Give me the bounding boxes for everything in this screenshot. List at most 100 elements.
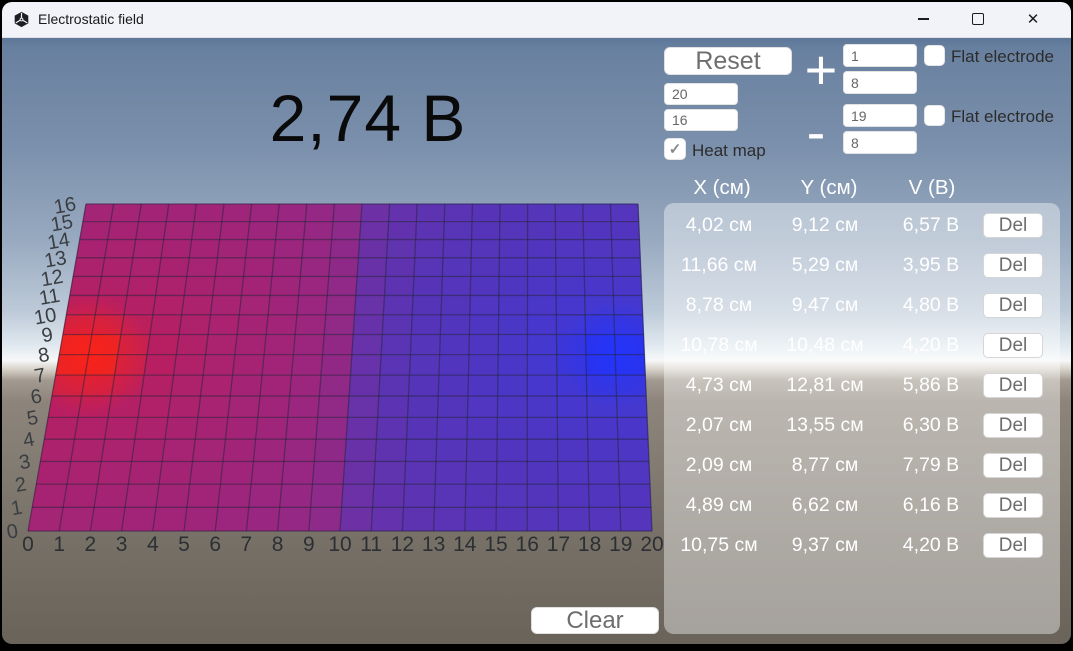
del-button[interactable]: Del — [983, 493, 1043, 518]
v-value: 6,16 В — [902, 494, 960, 516]
del-button[interactable]: Del — [983, 213, 1043, 238]
table-header-v: V (В) — [908, 176, 956, 199]
v-value: 6,30 В — [902, 414, 960, 436]
svg-text:15: 15 — [484, 533, 507, 556]
svg-text:4: 4 — [21, 428, 36, 452]
del-button[interactable]: Del — [983, 373, 1043, 398]
del-button[interactable]: Del — [983, 253, 1043, 278]
svg-text:7: 7 — [241, 533, 253, 556]
reset-button[interactable]: Reset — [664, 47, 792, 75]
y-value: 12,81 см — [786, 374, 864, 396]
svg-text:9: 9 — [40, 324, 55, 348]
table-row: 11,66 см 5,29 см 3,95 В Del — [664, 246, 1060, 286]
svg-text:17: 17 — [547, 533, 570, 556]
svg-text:14: 14 — [453, 533, 477, 556]
svg-text:2: 2 — [85, 533, 97, 556]
del-button[interactable]: Del — [983, 293, 1043, 318]
unity-app-icon — [14, 11, 29, 28]
v-value: 3,95 В — [902, 254, 960, 276]
maximize-button[interactable] — [955, 2, 1001, 36]
plus-electrode-sign: + — [804, 38, 838, 101]
svg-text:5: 5 — [178, 533, 190, 556]
svg-text:13: 13 — [422, 533, 445, 556]
svg-text:20: 20 — [640, 533, 663, 556]
minimize-icon — [917, 18, 929, 20]
grid-height-input[interactable] — [664, 109, 738, 131]
y-value: 13,55 см — [786, 414, 864, 436]
svg-text:9: 9 — [303, 533, 315, 556]
svg-text:11: 11 — [37, 285, 61, 310]
svg-text:14: 14 — [46, 229, 72, 255]
svg-text:10: 10 — [328, 533, 351, 556]
minus-electrode-sign: - — [806, 100, 826, 163]
minus-electrode-y-input[interactable] — [843, 131, 917, 154]
close-icon: ✕ — [1026, 10, 1040, 28]
minimize-button[interactable] — [900, 2, 946, 36]
x-value: 2,09 см — [685, 454, 753, 476]
del-button[interactable]: Del — [983, 413, 1043, 438]
svg-text:2: 2 — [13, 473, 28, 497]
v-value: 4,80 В — [902, 294, 960, 316]
svg-text:6: 6 — [209, 533, 221, 556]
y-value: 6,62 см — [791, 494, 859, 516]
flat-electrode-minus-label: Flat electrode — [951, 107, 1054, 126]
table-header-y: Y (см) — [800, 176, 858, 199]
x-value: 10,78 см — [680, 334, 758, 356]
del-button[interactable]: Del — [983, 453, 1043, 478]
svg-text:8: 8 — [36, 344, 51, 368]
svg-text:0: 0 — [5, 520, 20, 544]
clear-button[interactable]: Clear — [531, 607, 659, 634]
svg-text:0: 0 — [22, 533, 34, 556]
del-button[interactable]: Del — [983, 533, 1043, 558]
svg-text:6: 6 — [29, 385, 44, 409]
svg-text:10: 10 — [32, 304, 58, 330]
svg-text:7: 7 — [33, 364, 48, 388]
svg-text:12: 12 — [39, 266, 65, 292]
heatmap-checkbox[interactable]: ✓ — [664, 138, 686, 160]
svg-text:8: 8 — [272, 533, 284, 556]
svg-text:18: 18 — [578, 533, 601, 556]
y-value: 9,47 см — [791, 294, 859, 316]
svg-text:13: 13 — [43, 247, 69, 273]
y-value: 5,29 см — [791, 254, 859, 276]
y-value: 8,77 см — [791, 454, 859, 476]
y-value: 9,37 см — [791, 534, 859, 556]
table-row: 2,07 см 13,55 см 6,30 В Del — [664, 406, 1060, 446]
flat-electrode-minus-checkbox[interactable]: ✓ — [924, 105, 945, 126]
x-value: 2,07 см — [685, 414, 753, 436]
svg-text:15: 15 — [49, 211, 75, 237]
table-row: 4,89 см 6,62 см 6,16 В Del — [664, 486, 1060, 526]
checkmark-icon: ✓ — [668, 140, 682, 158]
svg-text:19: 19 — [609, 533, 632, 556]
grid-width-input[interactable] — [664, 83, 738, 105]
table-row: 10,78 см 10,48 см 4,20 В Del — [664, 326, 1060, 366]
del-button[interactable]: Del — [983, 333, 1043, 358]
grid-lines — [27, 203, 653, 532]
plus-electrode-x-input[interactable] — [843, 44, 917, 67]
window-title: Electrostatic field — [38, 11, 144, 27]
svg-text:3: 3 — [116, 533, 128, 556]
svg-text:1: 1 — [9, 497, 24, 521]
voltage-readout: 2,74 В — [269, 81, 467, 155]
title-bar: Electrostatic field ✕ — [2, 2, 1071, 38]
svg-text:16: 16 — [52, 193, 78, 219]
v-value: 7,79 В — [902, 454, 960, 476]
y-value: 9,12 см — [791, 214, 859, 236]
svg-text:12: 12 — [391, 533, 414, 556]
plus-electrode-y-input[interactable] — [843, 71, 917, 94]
x-value: 4,02 см — [685, 214, 753, 236]
table-row: 10,75 см 9,37 см 4,20 В Del — [664, 526, 1060, 566]
table-row: 4,02 см 9,12 см 6,57 В Del — [664, 206, 1060, 246]
x-value: 11,66 см — [681, 254, 757, 276]
flat-electrode-plus-checkbox[interactable]: ✓ — [924, 45, 945, 66]
flat-electrode-plus-label: Flat electrode — [951, 47, 1054, 66]
svg-text:1: 1 — [53, 533, 65, 556]
x-value: 10,75 см — [680, 534, 758, 556]
close-button[interactable]: ✕ — [1010, 2, 1056, 36]
x-value: 8,78 см — [685, 294, 753, 316]
minus-electrode-x-input[interactable] — [843, 104, 917, 127]
heatmap-label: Heat map — [692, 141, 766, 160]
svg-text:4: 4 — [147, 533, 159, 556]
